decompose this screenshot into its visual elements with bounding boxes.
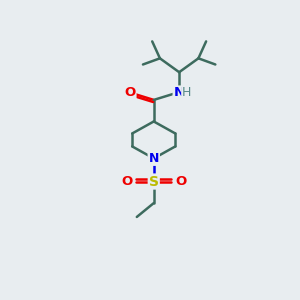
Text: H: H	[182, 86, 191, 100]
Text: S: S	[149, 175, 159, 188]
Text: O: O	[121, 175, 132, 188]
Text: N: N	[148, 152, 159, 165]
Text: N: N	[174, 86, 185, 100]
Text: O: O	[124, 86, 136, 100]
Text: O: O	[175, 175, 186, 188]
